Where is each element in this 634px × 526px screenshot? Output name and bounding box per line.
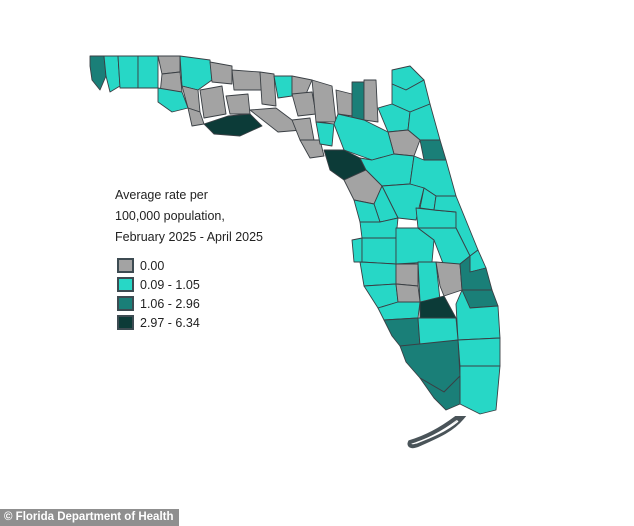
county-holmes[interactable]	[157, 55, 181, 75]
county-bay[interactable]	[157, 87, 189, 113]
county-escambia[interactable]	[89, 55, 107, 91]
county-manatee[interactable]	[359, 261, 397, 287]
county-desoto[interactable]	[395, 283, 421, 303]
legend-swatch	[117, 258, 134, 273]
county-hardee[interactable]	[395, 263, 419, 287]
county-broward[interactable]	[457, 337, 501, 367]
county-okeechobee[interactable]	[435, 261, 463, 297]
county-lafayette[interactable]	[291, 117, 315, 141]
county-walton[interactable]	[137, 55, 159, 89]
county-gulf[interactable]	[187, 107, 205, 127]
legend-title: Average rate per 100,000 population, Feb…	[115, 185, 263, 248]
county-jefferson[interactable]	[259, 71, 277, 107]
county-hillsborough[interactable]	[361, 237, 397, 265]
county-flagler[interactable]	[419, 139, 447, 161]
county-miami-dade[interactable]	[459, 365, 501, 415]
county-santa-rosa[interactable]	[103, 55, 121, 93]
county-jackson[interactable]	[179, 55, 213, 91]
county-charlotte[interactable]	[377, 301, 421, 321]
county-okaloosa[interactable]	[117, 55, 139, 89]
county-hamilton[interactable]	[291, 75, 313, 95]
legend-label: 0.09 - 1.05	[140, 277, 200, 292]
county-leon[interactable]	[231, 69, 263, 91]
legend-label: 0.00	[140, 258, 165, 273]
legend-label: 1.06 - 2.96	[140, 296, 200, 311]
county-bradford[interactable]	[351, 81, 365, 121]
legend-title-line: Average rate per	[115, 188, 208, 202]
county-monroe[interactable]	[419, 375, 461, 411]
county-polk[interactable]	[395, 227, 435, 265]
county-union[interactable]	[335, 89, 353, 117]
county-lee[interactable]	[383, 317, 421, 347]
florida-keys	[407, 416, 467, 449]
county-pinellas[interactable]	[351, 237, 363, 263]
source-credit: © Florida Department of Health	[0, 509, 179, 526]
county-gilchrist[interactable]	[315, 121, 335, 147]
legend-swatch	[117, 277, 134, 292]
legend-title-line: February 2025 - April 2025	[115, 230, 264, 244]
florida-keys-inner	[415, 420, 459, 444]
legend-item-mid: 1.06 - 2.96	[117, 294, 200, 313]
legend-item-zero: 0.00	[117, 256, 200, 275]
legend-swatch	[117, 296, 134, 311]
county-dixie[interactable]	[299, 139, 325, 159]
legend-label: 2.97 - 6.34	[140, 315, 200, 330]
legend-item-high: 2.97 - 6.34	[117, 313, 200, 332]
legend-title-line: 100,000 population,	[115, 209, 225, 223]
county-columbia[interactable]	[311, 79, 337, 123]
legend-swatch	[117, 315, 134, 330]
county-wakulla[interactable]	[225, 93, 251, 115]
county-baker[interactable]	[363, 79, 379, 123]
county-layer	[89, 55, 501, 415]
county-suwannee[interactable]	[291, 91, 317, 117]
legend-item-low: 0.09 - 1.05	[117, 275, 200, 294]
legend: 0.00 0.09 - 1.05 1.06 - 2.96 2.97 - 6.34	[117, 256, 200, 332]
county-liberty[interactable]	[199, 85, 227, 119]
county-madison[interactable]	[273, 75, 293, 99]
county-gadsden[interactable]	[209, 61, 233, 85]
county-franklin[interactable]	[203, 113, 263, 137]
